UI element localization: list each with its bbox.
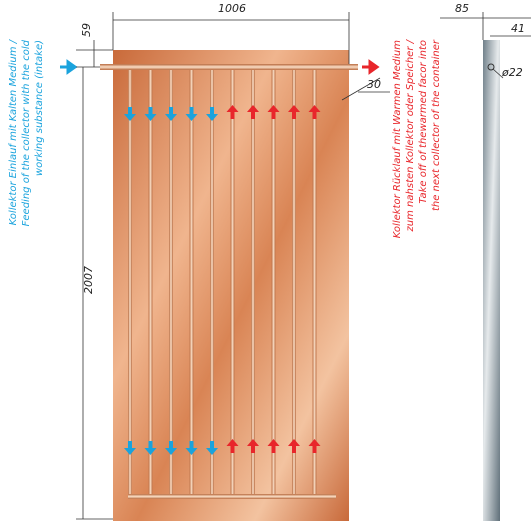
label-line: Take off of thewarmed facor into <box>418 40 429 204</box>
riser-tube <box>128 70 132 495</box>
flow-arrow <box>185 441 198 455</box>
flow-arrow <box>267 105 280 119</box>
dim-width: 1006 <box>218 2 246 15</box>
riser-tube <box>148 70 153 495</box>
flow-arrow <box>206 107 218 121</box>
flow-arrow <box>308 439 321 453</box>
flow-arrow <box>144 441 157 455</box>
label-line: the next collector of the container <box>431 39 442 211</box>
label-line: Feeding of the collector with the cold <box>21 39 32 226</box>
flow-arrow <box>124 107 136 121</box>
label-line: Kollektor Rücklauf mit Warmen Medium <box>392 40 403 239</box>
riser-tube <box>230 70 235 495</box>
riser-tube <box>189 70 194 495</box>
flow-arrow <box>226 439 239 453</box>
bottom-pipe <box>128 494 336 499</box>
flow-arrow <box>165 107 177 121</box>
dim-line <box>492 68 504 79</box>
flow-arrow <box>247 439 259 453</box>
riser-tube <box>312 70 317 495</box>
dim-line <box>341 77 381 101</box>
header-pipe <box>100 64 358 70</box>
riser-tube <box>292 70 296 495</box>
flow-arrow <box>226 105 239 119</box>
tubes <box>128 70 317 495</box>
riser-tube <box>169 70 173 495</box>
flow-arrow <box>185 107 198 121</box>
return-label: Kollektor Rücklauf mit Warmen Medium zum … <box>392 38 442 238</box>
outlet-arrow <box>362 59 380 75</box>
flow-arrow <box>267 439 280 453</box>
dim-header-offset: 59 <box>80 23 93 37</box>
flow-arrow <box>206 441 218 455</box>
riser-tube <box>271 70 276 495</box>
flow-arrow <box>144 107 157 121</box>
flow-arrows <box>124 105 321 455</box>
dim-profile: 41 <box>511 22 525 35</box>
flow-arrow <box>288 105 300 119</box>
label-line: zum nahsten Kollektor oder Speicher / <box>405 38 416 232</box>
dim-depth: 85 <box>455 2 469 15</box>
dim-height: 2007 <box>82 266 95 294</box>
riser-tube <box>210 70 214 495</box>
pipe-section <box>487 63 495 71</box>
label-line: Kollektor Einlauf mit Kalten Medium / <box>8 38 19 225</box>
dim-diameter: ø22 <box>501 66 523 79</box>
side-profile <box>483 40 500 521</box>
dim-overhang: 30 <box>367 78 381 91</box>
inlet-arrow <box>60 59 78 75</box>
flow-arrow <box>288 439 300 453</box>
flow-arrow <box>247 105 259 119</box>
riser-tube <box>251 70 255 495</box>
flow-arrow <box>308 105 321 119</box>
flow-arrow <box>165 441 177 455</box>
intake-label: Kollektor Einlauf mit Kalten Medium / Fee… <box>8 38 45 226</box>
flow-arrow <box>124 441 136 455</box>
label-line: working substance (intake) <box>34 40 45 176</box>
